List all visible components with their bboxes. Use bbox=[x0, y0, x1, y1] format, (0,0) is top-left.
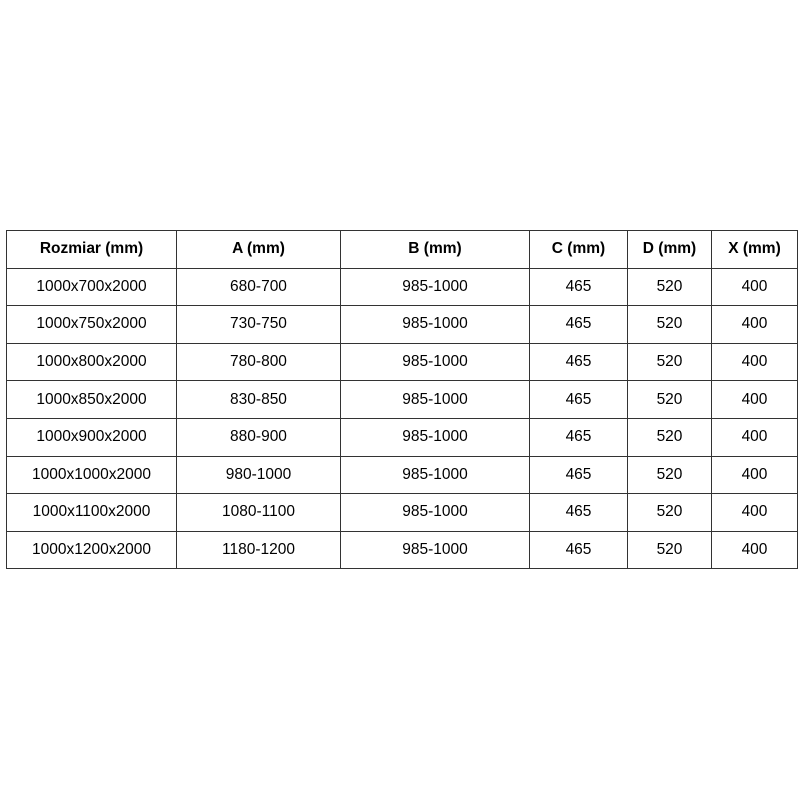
table-row: 1000x750x2000 730-750 985-1000 465 520 400 bbox=[6, 305, 798, 344]
table-cell: 465 bbox=[529, 380, 628, 419]
table-cell: 465 bbox=[529, 493, 628, 532]
table-cell: 985-1000 bbox=[340, 380, 530, 419]
table-cell: 520 bbox=[627, 493, 712, 532]
table-cell: 465 bbox=[529, 530, 628, 570]
table-row: 1000x850x2000 830-850 985-1000 465 520 400 bbox=[6, 380, 798, 419]
table-cell: 1000x850x2000 bbox=[6, 380, 177, 419]
column-header: A (mm) bbox=[176, 230, 341, 269]
column-header: X (mm) bbox=[711, 230, 798, 269]
table-cell: 1000x1100x2000 bbox=[6, 493, 177, 532]
table-cell: 985-1000 bbox=[340, 455, 530, 495]
table-cell: 680-700 bbox=[176, 267, 341, 307]
table-cell: 465 bbox=[529, 267, 628, 307]
table-cell: 465 bbox=[529, 455, 628, 495]
table-cell: 985-1000 bbox=[340, 530, 530, 570]
table-cell: 465 bbox=[529, 417, 628, 457]
table-cell: 985-1000 bbox=[340, 417, 530, 457]
table-cell: 520 bbox=[627, 380, 712, 419]
table-row: 1000x1200x2000 1180-1200 985-1000 465 520 400 bbox=[6, 530, 798, 570]
table-cell: 400 bbox=[711, 380, 798, 419]
table-cell: 1000x1000x2000 bbox=[6, 455, 177, 495]
table-row: 1000x1100x2000 1080-1100 985-1000 465 520 400 bbox=[6, 493, 798, 532]
table-cell: 880-900 bbox=[176, 417, 341, 457]
table-cell: 400 bbox=[711, 530, 798, 570]
table-cell: 1000x800x2000 bbox=[6, 342, 177, 382]
table-row: 1000x1000x2000 980-1000 985-1000 465 520 400 bbox=[6, 455, 798, 495]
table-cell: 400 bbox=[711, 493, 798, 532]
table-row: 1000x800x2000 780-800 985-1000 465 520 400 bbox=[6, 342, 798, 382]
table-cell: 400 bbox=[711, 455, 798, 495]
table-cell: 520 bbox=[627, 530, 712, 570]
table-cell: 400 bbox=[711, 267, 798, 307]
table-row: 1000x700x2000 680-700 985-1000 465 520 400 bbox=[6, 267, 798, 307]
table-cell: 400 bbox=[711, 305, 798, 344]
table-cell: 780-800 bbox=[176, 342, 341, 382]
table-cell: 985-1000 bbox=[340, 342, 530, 382]
table-row: 1000x900x2000 880-900 985-1000 465 520 400 bbox=[6, 417, 798, 457]
table-cell: 985-1000 bbox=[340, 305, 530, 344]
table-cell: 830-850 bbox=[176, 380, 341, 419]
table-cell: 1000x1200x2000 bbox=[6, 530, 177, 570]
column-header: D (mm) bbox=[627, 230, 712, 269]
table-cell: 730-750 bbox=[176, 305, 341, 344]
table-cell: 1000x700x2000 bbox=[6, 267, 177, 307]
table-cell: 465 bbox=[529, 342, 628, 382]
table-cell: 1000x750x2000 bbox=[6, 305, 177, 344]
table-cell: 1080-1100 bbox=[176, 493, 341, 532]
dimensions-table: Rozmiar (mm) A (mm) B (mm) C (mm) D (mm) X (m… bbox=[6, 230, 798, 570]
table-cell: 980-1000 bbox=[176, 455, 341, 495]
table-cell: 520 bbox=[627, 342, 712, 382]
table-cell: 400 bbox=[711, 417, 798, 457]
table-cell: 400 bbox=[711, 342, 798, 382]
table-cell: 465 bbox=[529, 305, 628, 344]
table-cell: 520 bbox=[627, 267, 712, 307]
table-cell: 1180-1200 bbox=[176, 530, 341, 570]
table-cell: 985-1000 bbox=[340, 493, 530, 532]
table-cell: 1000x900x2000 bbox=[6, 417, 177, 457]
table-cell: 985-1000 bbox=[340, 267, 530, 307]
column-header: C (mm) bbox=[529, 230, 628, 269]
table-cell: 520 bbox=[627, 417, 712, 457]
column-header: B (mm) bbox=[340, 230, 530, 269]
table-cell: 520 bbox=[627, 455, 712, 495]
table-cell: 520 bbox=[627, 305, 712, 344]
header-row: Rozmiar (mm) A (mm) B (mm) C (mm) D (mm) X (m… bbox=[6, 230, 798, 269]
column-header: Rozmiar (mm) bbox=[6, 230, 177, 269]
